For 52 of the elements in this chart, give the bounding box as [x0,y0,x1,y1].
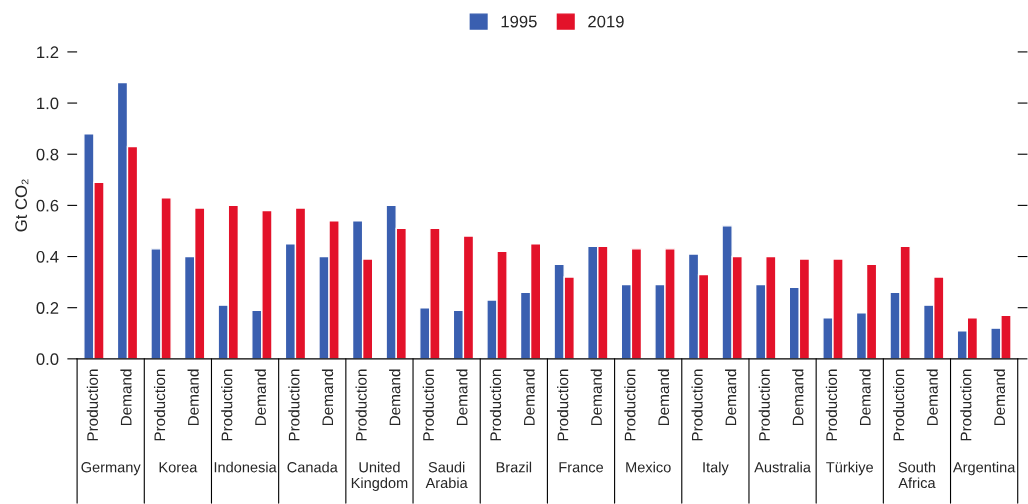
x-tick-label: Production [557,369,569,441]
x-tick-label: Demand [187,369,199,426]
x-tick-label: Production [960,369,972,441]
text: Canada [287,461,338,473]
x-tick-label: Demand [657,369,670,426]
y-tick-label: 0.0 [36,353,59,366]
text: Mexico [626,461,671,473]
x-tick-label: Production [624,369,636,441]
text: Brazil [496,461,532,473]
y-tick-label: 0.4 [36,250,59,263]
text: Türkiye [826,461,874,476]
x-tick-label: Demand [120,369,132,426]
y-tick-label: 0.6 [36,199,59,212]
x-tick-label: Demand [389,369,401,426]
x-tick-label: Production [221,369,233,441]
y-axis-title: Gt CO₂ [15,179,29,232]
text: Germany [81,462,141,476]
x-tick-label: Production [288,369,300,441]
y-tick-label: 1.0 [37,97,59,110]
text: Australia [754,461,811,473]
legend-label: 2019 [588,15,624,28]
x-tick-label: Production [893,369,905,441]
x-tick-label: Demand [859,369,871,426]
text: France [559,462,604,473]
x-tick-label: Production [691,369,703,441]
text: Saudi Arabia [425,461,468,489]
text: United Kingdom [351,461,408,491]
x-tick-label: Demand [725,369,737,426]
x-tick-label: Demand [254,369,266,426]
text: Argentina [952,461,1016,476]
x-tick-label: Demand [590,369,602,426]
y-tick-label: 0.2 [36,302,59,314]
text: Indonesia [214,461,277,473]
legend-label: 1995 [501,15,537,28]
x-tick-label: Demand [523,369,535,426]
x-tick-label: Production [825,369,838,441]
x-tick-label: Production [422,369,434,441]
text: Korea [159,462,198,473]
x-tick-label: Production [489,369,502,441]
text: South Africa [898,461,936,489]
text: Italy [703,461,729,476]
x-tick-label: Production [355,369,367,441]
x-tick-label: Production [153,369,166,441]
x-tick-label: Demand [321,369,334,426]
x-tick-label: Demand [926,369,938,426]
x-tick-label: Production [758,369,770,441]
x-tick-label: Production [86,369,98,441]
y-tick-label: 1.2 [37,46,59,58]
x-tick-label: Demand [456,369,468,426]
x-tick-label: Demand [792,369,804,426]
y-tick-label: 0.8 [36,148,59,161]
x-tick-label: Demand [993,369,1006,426]
